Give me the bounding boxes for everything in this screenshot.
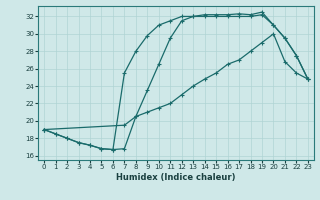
X-axis label: Humidex (Indice chaleur): Humidex (Indice chaleur) bbox=[116, 173, 236, 182]
